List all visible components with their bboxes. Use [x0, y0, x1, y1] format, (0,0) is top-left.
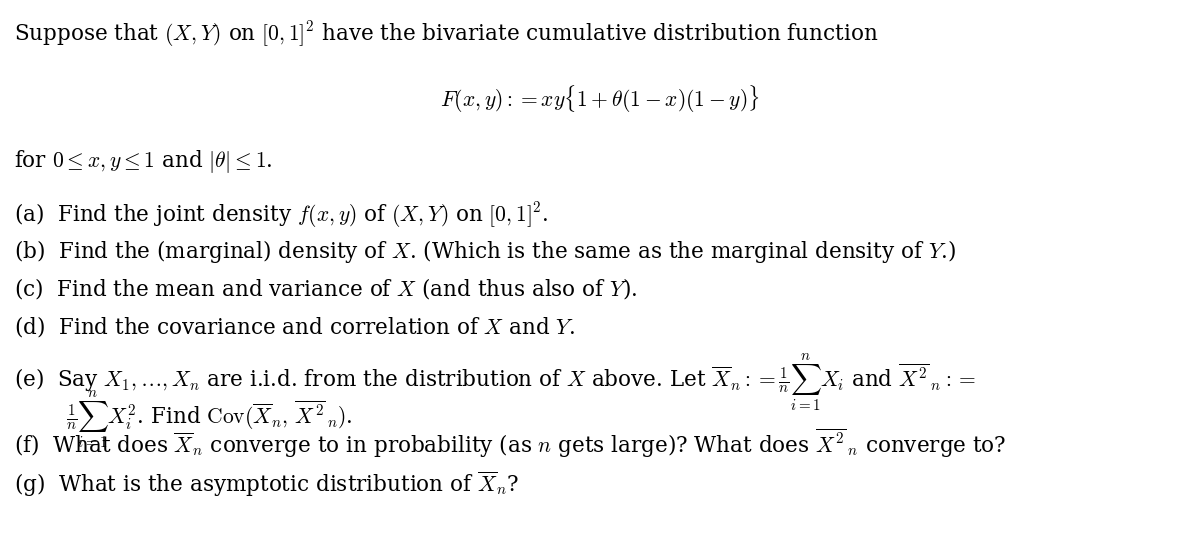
Text: for $0 \leq x, y \leq 1$ and $|\theta| \leq 1$.: for $0 \leq x, y \leq 1$ and $|\theta| \…	[14, 148, 274, 175]
Text: $F(x,y) := xy\{1 + \theta(1-x)(1-y)\}$: $F(x,y) := xy\{1 + \theta(1-x)(1-y)\}$	[440, 83, 760, 115]
Text: (e)  Say $X_1,\ldots,X_n$ are i.i.d. from the distribution of $X$ above. Let $\o: (e) Say $X_1,\ldots,X_n$ are i.i.d. from…	[14, 351, 977, 413]
Text: (g)  What is the asymptotic distribution of $\overline{X}_n$?: (g) What is the asymptotic distribution …	[14, 470, 520, 499]
Text: (f)  What does $\overline{X}_n$ converge to in probability (as $n$ gets large)? : (f) What does $\overline{X}_n$ converge …	[14, 427, 1007, 459]
Text: (a)  Find the joint density $f(x,y)$ of $(X,Y)$ on $[0,1]^2$.: (a) Find the joint density $f(x,y)$ of $…	[14, 201, 550, 230]
Text: $\frac{1}{n}\sum_{i=1}^{n} X_i^2$. Find $\mathrm{Cov}(\overline{X}_n,\, \overlin: $\frac{1}{n}\sum_{i=1}^{n} X_i^2$. Find …	[66, 389, 353, 450]
Text: (c)  Find the mean and variance of $X$ (and thus also of $Y$).: (c) Find the mean and variance of $X$ (a…	[14, 276, 637, 301]
Text: (b)  Find the (marginal) density of $X$. (Which is the same as the marginal dens: (b) Find the (marginal) density of $X$. …	[14, 238, 956, 265]
Text: (d)  Find the covariance and correlation of $X$ and $Y$.: (d) Find the covariance and correlation …	[14, 314, 576, 338]
Text: Suppose that $(X,Y)$ on $[0,1]^2$ have the bivariate cumulative distribution fun: Suppose that $(X,Y)$ on $[0,1]^2$ have t…	[14, 19, 878, 48]
